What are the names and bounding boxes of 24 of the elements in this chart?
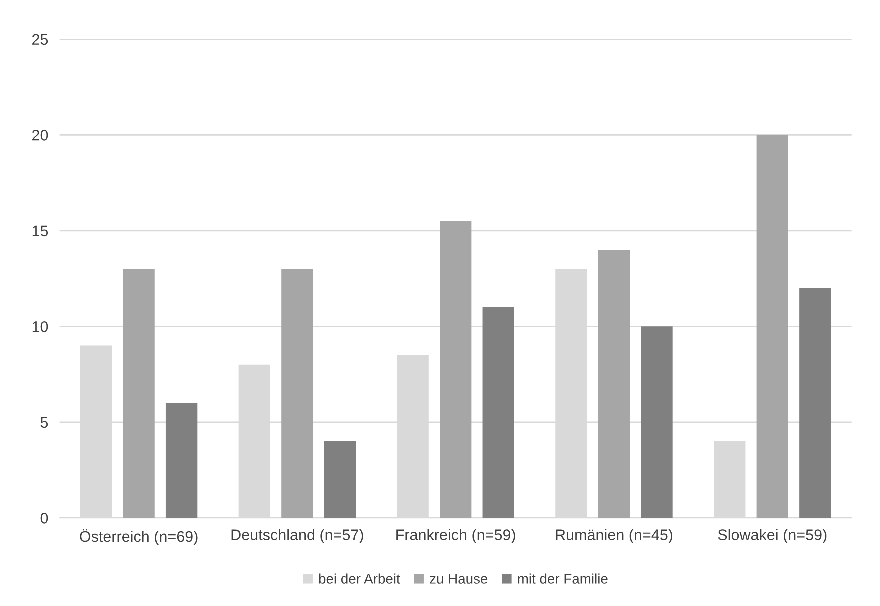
- y-tick-label: 15: [32, 226, 48, 237]
- bar: [598, 250, 630, 518]
- y-tick-label: 5: [40, 417, 48, 428]
- x-tick-label: Frankreich (n=59): [396, 529, 516, 544]
- bar: [800, 288, 832, 518]
- bar: [282, 269, 314, 518]
- bar: [756, 135, 788, 518]
- x-tick-label: Deutschland (n=57): [232, 529, 364, 544]
- legend-label: zu Hause: [430, 574, 488, 584]
- bar: [641, 326, 673, 518]
- y-tick-label: 10: [32, 322, 48, 332]
- bar: [166, 403, 198, 518]
- y-tick-label: 20: [32, 130, 48, 141]
- bar: [482, 307, 514, 518]
- bar: [324, 442, 356, 518]
- x-tick-label: Rumänien (n=45): [556, 529, 673, 544]
- bar: [123, 269, 155, 518]
- legend-label: mit der Familie: [518, 574, 608, 584]
- bar: [440, 221, 472, 518]
- x-tick-label: Österreich (n=69): [80, 529, 198, 546]
- legend-label: bei der Arbeit: [319, 574, 400, 584]
- x-tick-label: Slowakei (n=59): [718, 529, 827, 544]
- y-tick-label: 0: [40, 513, 48, 524]
- y-tick-label: 25: [32, 34, 48, 46]
